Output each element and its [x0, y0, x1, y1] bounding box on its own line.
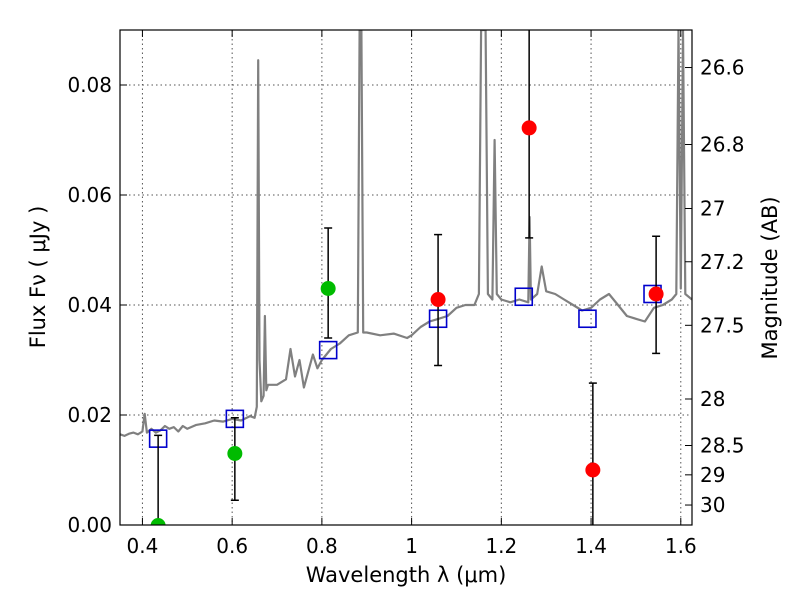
magnitude-tick-label: 29 [700, 463, 725, 487]
y-tick-label: 0.08 [67, 73, 112, 97]
x-tick-label: 1.6 [665, 534, 697, 558]
plot-frame [119, 29, 693, 526]
x-tick-label: 0.6 [216, 534, 248, 558]
x-axis-ticks: 0.4 0.6 0.8 1 1.2 1.4 1.6 [127, 30, 697, 558]
y-axis-ticks: 0.00 0.02 0.04 0.06 0.08 [67, 73, 127, 537]
plot-area [120, 30, 692, 525]
y-tick-label: 0.04 [67, 293, 112, 317]
y-axis-label: Flux Fν ( μJy ) [26, 206, 50, 349]
magnitude-tick-label: 28 [700, 387, 725, 411]
magnitude-tick-label: 28.5 [700, 434, 745, 458]
observed-photometry-points [150, 120, 664, 525]
y-tick-label: 0.00 [67, 513, 112, 537]
x-tick-label: 1 [405, 534, 418, 558]
observed-nondetection-point [585, 462, 601, 478]
y-tick-label: 0.06 [67, 183, 112, 207]
model-photometry-square [514, 287, 534, 307]
x-axis-label: Wavelength λ (μm) [306, 563, 507, 587]
observed-detection-point [227, 446, 243, 461]
observed-detection-point [150, 518, 166, 525]
x-tick-label: 1.2 [485, 534, 517, 558]
x-tick-label: 0.8 [306, 534, 338, 558]
magnitude-tick-label: 27 [700, 197, 725, 221]
observed-detection-point [320, 281, 336, 296]
model-photometry-square [318, 340, 338, 360]
magnitude-tick-label: 26.6 [700, 56, 745, 80]
model-photometry-square [578, 309, 597, 329]
magnitude-axis-label: Magnitude (AB) [758, 196, 782, 359]
observed-nondetection-point [648, 286, 664, 302]
magnitude-axis-ticks: 26.6 26.8 27 27.2 27.5 28 28.5 29 30 [685, 56, 745, 517]
magnitude-tick-label: 27.5 [700, 313, 745, 337]
magnitude-tick-label: 26.8 [700, 132, 745, 156]
magnitude-tick-label: 30 [700, 493, 725, 517]
magnitude-tick-label: 27.2 [700, 250, 745, 274]
x-tick-label: 1.4 [575, 534, 607, 558]
observed-nondetection-point [521, 120, 537, 136]
observed-nondetection-point [430, 292, 446, 307]
x-tick-label: 0.4 [127, 534, 159, 558]
y-tick-label: 0.02 [67, 403, 112, 427]
